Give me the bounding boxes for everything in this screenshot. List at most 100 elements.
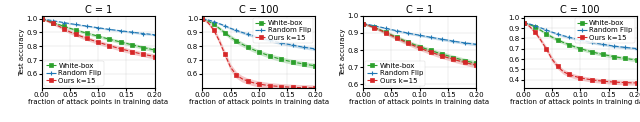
Ours k=15 (427, 51, 435, 53)
Ours k=15 (266, 85, 274, 86)
Random Flip (359, 23, 367, 24)
Random Flip (444, 39, 452, 41)
Ours k=15 (559, 71, 567, 72)
Ours k=15 (66, 31, 74, 33)
Random Flip (627, 47, 635, 49)
White-box (554, 39, 561, 41)
Random Flip (520, 22, 527, 23)
Random Flip (204, 19, 212, 21)
Random Flip (238, 32, 246, 33)
Random Flip (371, 25, 378, 26)
Random Flip (151, 34, 159, 35)
Ours k=15 (77, 36, 85, 37)
White-box (250, 49, 257, 50)
White-box (100, 37, 108, 38)
Random Flip (227, 28, 234, 29)
Line: Random Flip: Random Flip (39, 16, 157, 37)
White-box (266, 55, 274, 57)
Random Flip (450, 41, 458, 42)
White-box (605, 55, 612, 56)
Random Flip (111, 29, 119, 31)
White-box (525, 24, 533, 25)
Legend: White-box, Random Flip, Ours k=15: White-box, Random Flip, Ours k=15 (365, 61, 425, 86)
Ours k=15 (250, 82, 257, 83)
Ours k=15 (467, 63, 474, 65)
Ours k=15 (227, 67, 234, 68)
Ours k=15 (94, 41, 102, 43)
X-axis label: fraction of attack points in training data: fraction of attack points in training da… (28, 99, 168, 105)
Ours k=15 (312, 87, 319, 89)
Random Flip (210, 21, 218, 22)
Ours k=15 (520, 22, 527, 23)
Random Flip (89, 26, 97, 28)
Ours k=15 (633, 82, 640, 84)
White-box (140, 47, 147, 48)
Random Flip (94, 27, 102, 29)
Ours k=15 (106, 45, 113, 46)
Ours k=15 (55, 25, 63, 27)
Ours k=15 (117, 48, 125, 50)
White-box (616, 57, 623, 58)
Random Flip (393, 30, 401, 31)
Ours k=15 (605, 81, 612, 82)
White-box (312, 65, 319, 67)
Ours k=15 (145, 55, 153, 56)
White-box (621, 58, 629, 59)
White-box (611, 56, 618, 57)
Ours k=15 (123, 50, 131, 51)
White-box (593, 52, 601, 54)
Random Flip (77, 25, 85, 26)
White-box (359, 23, 367, 24)
White-box (117, 41, 125, 43)
White-box (278, 59, 285, 60)
Ours k=15 (198, 18, 206, 19)
Ours k=15 (455, 60, 463, 62)
Random Flip (260, 38, 268, 40)
Ours k=15 (232, 74, 240, 76)
Random Flip (66, 23, 74, 24)
Random Flip (60, 22, 68, 23)
Random Flip (100, 28, 108, 29)
Ours k=15 (100, 43, 108, 45)
Ours k=15 (627, 82, 635, 84)
White-box (588, 51, 595, 52)
Ours k=15 (444, 57, 452, 58)
Random Flip (559, 35, 567, 36)
White-box (399, 39, 406, 41)
White-box (520, 22, 527, 23)
Random Flip (232, 30, 240, 31)
Random Flip (588, 42, 595, 43)
White-box (543, 33, 550, 34)
White-box (284, 60, 291, 61)
Random Flip (605, 45, 612, 46)
White-box (467, 61, 474, 63)
White-box (461, 60, 468, 61)
Ours k=15 (611, 81, 618, 83)
Random Flip (106, 29, 113, 30)
Random Flip (128, 31, 136, 33)
White-box (111, 40, 119, 41)
White-box (60, 26, 68, 27)
Ours k=15 (387, 35, 395, 36)
Random Flip (472, 44, 480, 45)
Random Flip (461, 42, 468, 44)
Random Flip (123, 31, 131, 32)
Ours k=15 (404, 43, 412, 44)
White-box (66, 28, 74, 29)
Random Flip (621, 47, 629, 48)
Ours k=15 (38, 18, 45, 19)
Ours k=15 (111, 47, 119, 48)
Ours k=15 (210, 29, 218, 30)
X-axis label: fraction of attack points in training data: fraction of attack points in training da… (189, 99, 329, 105)
Ours k=15 (461, 62, 468, 63)
Ours k=15 (571, 76, 579, 77)
Line: Random Flip: Random Flip (200, 16, 318, 51)
Ours k=15 (294, 87, 302, 88)
Random Flip (467, 43, 474, 44)
Ours k=15 (399, 40, 406, 41)
White-box (151, 49, 159, 51)
Ours k=15 (289, 86, 297, 88)
Random Flip (83, 25, 91, 27)
Ours k=15 (577, 77, 584, 78)
Ours k=15 (306, 87, 314, 89)
